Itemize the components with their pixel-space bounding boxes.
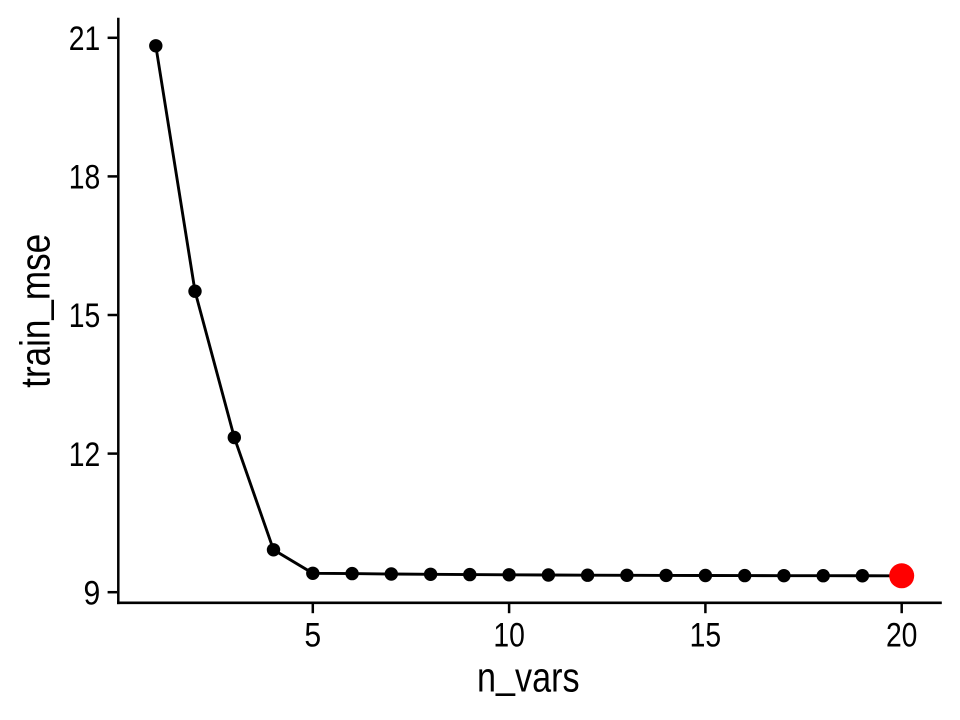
svg-text:21: 21 [69,20,101,58]
svg-text:15: 15 [69,297,101,335]
svg-text:20: 20 [886,617,918,655]
svg-text:15: 15 [690,617,722,655]
svg-text:n_vars: n_vars [477,649,580,700]
svg-text:10: 10 [493,617,525,655]
svg-text:train_mse: train_mse [7,234,58,388]
svg-text:18: 18 [69,159,101,197]
svg-text:12: 12 [69,436,101,474]
svg-text:5: 5 [304,617,321,655]
svg-text:9: 9 [84,574,101,612]
